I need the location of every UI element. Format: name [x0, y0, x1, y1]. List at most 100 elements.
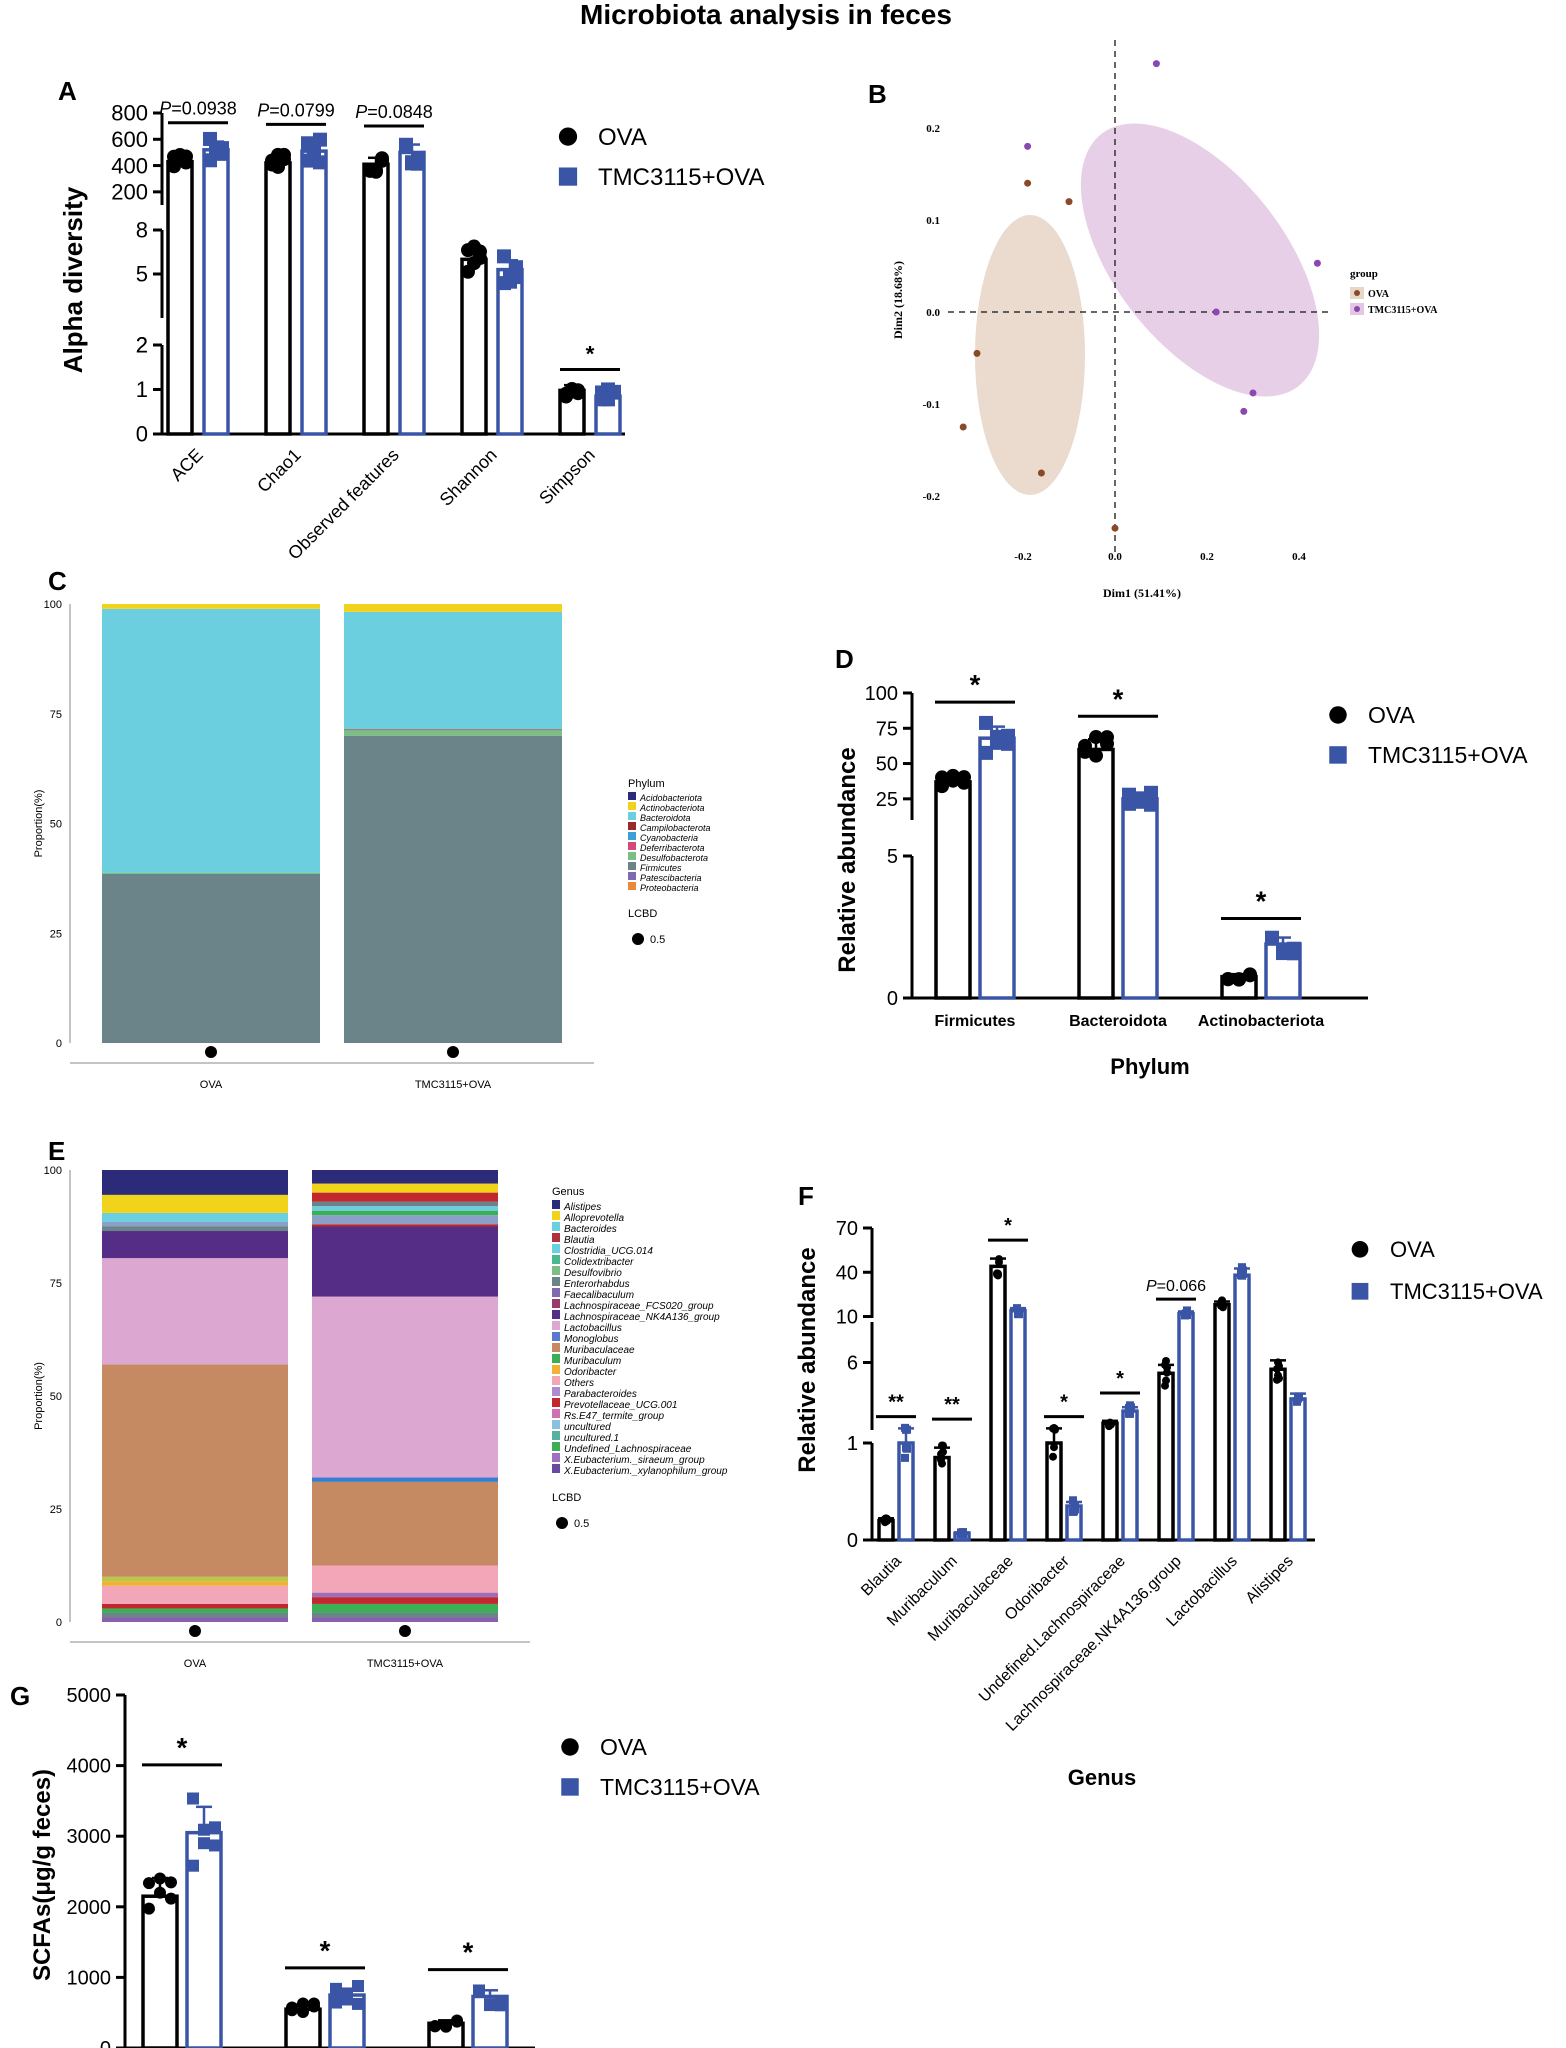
data-point-tmc — [1127, 1404, 1135, 1413]
data-point-tmc — [1122, 796, 1136, 811]
legend-label: Prevotellaceae_UCG.001 — [564, 1400, 677, 1411]
significance-label: * — [586, 341, 595, 366]
bar-tmc — [398, 150, 426, 436]
pca-point-ova — [973, 349, 981, 357]
legend-swatch — [552, 1354, 560, 1363]
legend-swatch — [552, 1431, 560, 1440]
data-point-ova — [1163, 1368, 1171, 1377]
legend-label: Enterorhabdus — [564, 1279, 630, 1290]
stack-segment — [312, 1224, 498, 1227]
data-point-tmc — [341, 1993, 353, 2006]
bar-ova — [989, 1264, 1007, 1542]
bar-tmc — [202, 148, 230, 436]
data-point-tmc — [411, 151, 425, 166]
significance-label: * — [1060, 1392, 1068, 1414]
data-point-ova — [946, 768, 960, 783]
data-point-ova — [167, 159, 181, 174]
bar-ova — [460, 257, 488, 436]
data-point-ova — [451, 2015, 463, 2028]
legend-label: Faecalibaculum — [564, 1290, 634, 1301]
lcbd-marker — [447, 1046, 459, 1058]
data-point-tmc — [198, 1837, 210, 1850]
data-point-ova — [1243, 968, 1257, 983]
legend-label: uncultured.1 — [564, 1433, 619, 1444]
x-tick-label: 0.0 — [1108, 551, 1122, 563]
data-point-tmc — [1183, 1311, 1191, 1320]
lcbd-marker — [189, 1625, 201, 1637]
data-point-ova — [467, 256, 481, 271]
legend-label: OVA — [600, 1734, 648, 1760]
legend-title: Genus — [552, 1186, 585, 1198]
bar-tmc — [1177, 1311, 1195, 1542]
data-point-ova — [883, 1514, 891, 1523]
legend-swatch — [552, 1200, 560, 1209]
legend-swatch — [552, 1409, 560, 1418]
legend-swatch — [628, 862, 636, 870]
lcbd-legend-marker — [556, 1517, 568, 1529]
x-axis-title: Phylum — [1110, 1054, 1189, 1079]
y-tick-label: 0.0 — [926, 307, 940, 319]
pca-point-ova — [1065, 198, 1073, 206]
data-point-ova — [461, 243, 475, 258]
x-tick-label: Alistipes — [1243, 1553, 1297, 1607]
y-tick-label: 6 — [847, 1353, 858, 1375]
y-tick-label: 0 — [887, 988, 898, 1010]
legend-label: Patescibacteria — [640, 873, 702, 883]
stack-segment — [102, 1585, 288, 1604]
legend-swatch — [552, 1332, 560, 1341]
y-tick-label: 3000 — [67, 1826, 112, 1848]
data-point-tmc — [1239, 1269, 1247, 1278]
x-tick-label: 0.4 — [1292, 551, 1306, 563]
x-tick-label: OVA — [184, 1658, 207, 1670]
legend-label: Cyanobacteria — [640, 833, 698, 843]
legend-marker-tmc — [1329, 746, 1347, 764]
legend-marker-ova — [558, 127, 578, 146]
legend-swatch — [552, 1321, 560, 1330]
legend-label: Firmicutes — [640, 863, 682, 873]
y-tick-label: -0.1 — [923, 399, 940, 411]
bar-tmc — [1121, 1409, 1139, 1542]
panel-label-f: F — [798, 1181, 814, 1211]
legend-swatch — [552, 1365, 560, 1374]
y-tick-label: 100 — [44, 1165, 62, 1177]
stack-segment — [312, 1210, 498, 1216]
stack-segment — [102, 608, 320, 873]
data-point-ova — [1089, 730, 1103, 745]
y-tick-label: 800 — [111, 101, 148, 126]
stack-segment — [312, 1296, 498, 1478]
y-tick-label: 25 — [876, 789, 898, 811]
x-tick-label: OVA — [200, 1079, 223, 1091]
legend-marker-tmc — [558, 167, 578, 186]
data-point-tmc — [209, 1821, 221, 1834]
legend-label: Lachnospiraceae_FCS020_group — [564, 1301, 714, 1312]
pca-point-tmc — [1313, 259, 1321, 267]
data-point-ova — [995, 1258, 1003, 1267]
bar-tmc — [1233, 1273, 1251, 1542]
data-point-ova — [1221, 972, 1235, 987]
stack-segment — [102, 873, 320, 1043]
significance-label: * — [177, 1732, 188, 1763]
stack-segment — [312, 1592, 498, 1598]
significance-label: P=0.0938 — [159, 99, 237, 119]
y-tick-label: 75 — [50, 709, 62, 721]
data-point-tmc — [1144, 797, 1158, 812]
data-point-tmc — [330, 1996, 342, 2009]
legend-marker-tmc — [561, 1778, 579, 1796]
stack-segment — [102, 604, 320, 609]
legend-swatch — [552, 1453, 560, 1462]
stack-segment — [312, 1226, 498, 1297]
legend-label: Campilobacterota — [640, 823, 711, 833]
data-point-ova — [165, 1892, 177, 1905]
legend-label: Muribaculaceae — [564, 1345, 635, 1356]
bar-ova — [141, 1894, 179, 2048]
legend-label: Others — [564, 1378, 594, 1389]
y-tick-label: 0 — [56, 1617, 62, 1629]
significance-label: P=0.066 — [1146, 1278, 1206, 1295]
y-tick-label: 400 — [111, 153, 148, 178]
x-tick-label: TMC3115+OVA — [415, 1079, 492, 1091]
y-axis-title: Proportion(%) — [33, 1362, 45, 1430]
stack-segment — [102, 1226, 288, 1232]
data-point-ova — [277, 152, 291, 167]
legend-label: Lactobacillus — [564, 1323, 622, 1334]
stack-segment — [344, 728, 562, 731]
